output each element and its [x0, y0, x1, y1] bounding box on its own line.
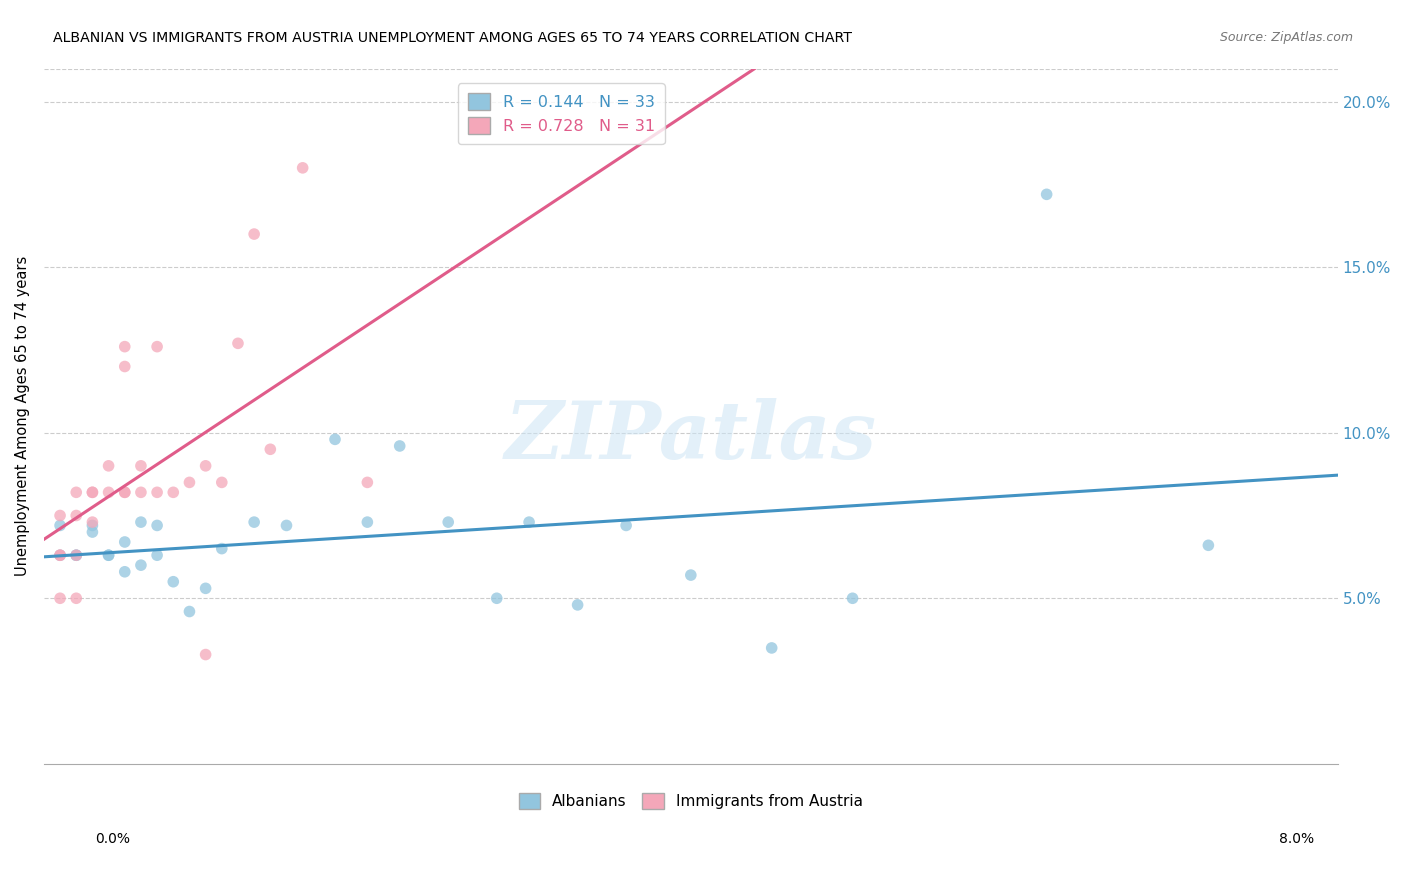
Point [49, 548, 72, 562]
Point [49, 518, 72, 533]
Point [49, 508, 72, 523]
Point [146, 340, 169, 354]
Y-axis label: Unemployment Among Ages 65 to 74 years: Unemployment Among Ages 65 to 74 years [15, 256, 30, 576]
Point [761, 640, 783, 655]
Point [243, 515, 266, 529]
Point [517, 515, 540, 529]
Point [82, 518, 104, 533]
Point [65, 508, 87, 523]
Point [114, 340, 136, 354]
Point [65, 485, 87, 500]
Point [97, 458, 120, 473]
Text: ALBANIAN VS IMMIGRANTS FROM AUSTRIA UNEMPLOYMENT AMONG AGES 65 TO 74 YEARS CORRE: ALBANIAN VS IMMIGRANTS FROM AUSTRIA UNEM… [53, 31, 852, 45]
Point [97, 548, 120, 562]
Point [614, 518, 637, 533]
Point [841, 591, 863, 606]
Point [211, 541, 233, 556]
Point [114, 485, 136, 500]
Point [356, 515, 378, 529]
Point [129, 515, 152, 529]
Point [114, 535, 136, 549]
Point [82, 485, 104, 500]
Text: 0.0%: 0.0% [96, 832, 131, 846]
Point [162, 485, 184, 500]
Point [179, 605, 201, 619]
Point [243, 227, 266, 241]
Point [49, 548, 72, 562]
Point [323, 433, 346, 447]
Point [291, 161, 314, 175]
Legend: Albanians, Immigrants from Austria: Albanians, Immigrants from Austria [513, 787, 869, 815]
Point [485, 591, 508, 606]
Point [1035, 187, 1057, 202]
Point [388, 439, 411, 453]
Point [82, 485, 104, 500]
Point [82, 515, 104, 529]
Point [1197, 538, 1219, 552]
Text: 8.0%: 8.0% [1279, 832, 1315, 846]
Point [129, 558, 152, 573]
Point [65, 548, 87, 562]
Text: ZIPatlas: ZIPatlas [505, 398, 877, 475]
Text: Source: ZipAtlas.com: Source: ZipAtlas.com [1219, 31, 1353, 45]
Point [356, 475, 378, 490]
Point [437, 515, 460, 529]
Point [129, 458, 152, 473]
Point [146, 485, 169, 500]
Point [114, 359, 136, 374]
Point [226, 336, 249, 351]
Point [114, 565, 136, 579]
Point [65, 548, 87, 562]
Point [65, 548, 87, 562]
Point [114, 485, 136, 500]
Point [194, 458, 217, 473]
Point [82, 524, 104, 539]
Point [276, 518, 298, 533]
Point [194, 582, 217, 596]
Point [146, 548, 169, 562]
Point [194, 648, 217, 662]
Point [65, 591, 87, 606]
Point [162, 574, 184, 589]
Point [49, 591, 72, 606]
Point [49, 548, 72, 562]
Point [179, 475, 201, 490]
Point [679, 568, 702, 582]
Point [129, 485, 152, 500]
Point [97, 548, 120, 562]
Point [259, 442, 281, 457]
Point [567, 598, 589, 612]
Point [97, 485, 120, 500]
Point [146, 518, 169, 533]
Point [211, 475, 233, 490]
